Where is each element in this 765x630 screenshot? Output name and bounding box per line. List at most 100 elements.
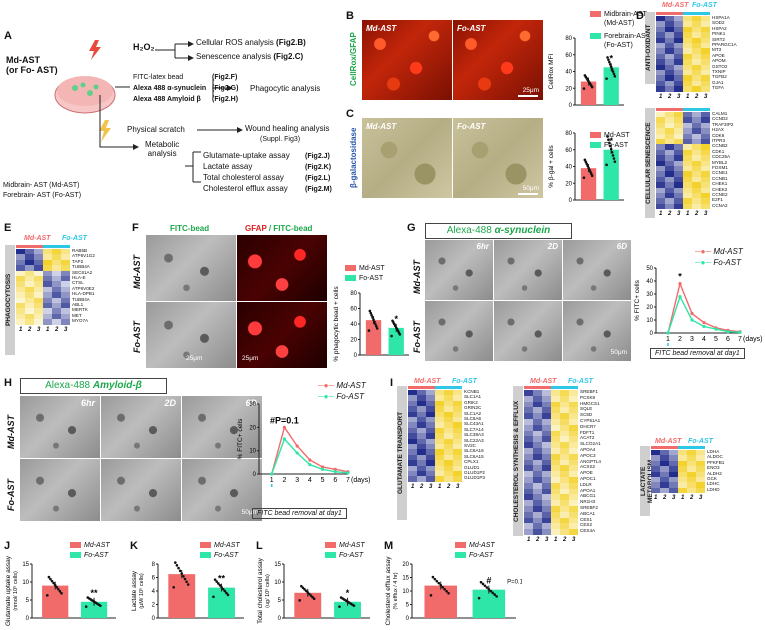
data-point	[60, 591, 63, 595]
gene-label: GJA1	[712, 79, 724, 85]
metabolic-assays: Glutamate-uptake assay Lactate assay Tot…	[203, 151, 290, 193]
heatmap-cell	[542, 390, 551, 396]
heatmap-cell	[692, 203, 701, 210]
gene-label: CES2	[580, 522, 593, 528]
heatmap-cell	[551, 436, 560, 443]
replicate-label: 3	[429, 483, 433, 490]
replicate-label: 2	[668, 93, 672, 100]
heatmap-cell	[665, 149, 674, 156]
gene-label: TUBB4A	[72, 296, 90, 302]
fitc-fo: 25μm	[146, 302, 236, 368]
heatmap-cell	[692, 122, 701, 129]
y-tick-label: 10	[249, 449, 256, 455]
chol-title: CHOLESTEROL SYNTHESIS & EFFLUX	[513, 386, 523, 536]
heatmap-cell	[692, 21, 701, 27]
row-md: Md-AST	[412, 260, 422, 295]
y-tick-label: 0	[253, 472, 257, 478]
heatmap-cell	[542, 517, 551, 524]
heatmap-cell	[444, 438, 453, 444]
heatmap-cell	[524, 424, 533, 431]
heatmap-cell	[408, 395, 417, 401]
data-point	[487, 587, 491, 591]
heatmap-cell	[453, 411, 462, 417]
phago-figs: (Fig2.F) (Fig2.G) (Fig2.H)	[212, 74, 239, 103]
scratch-label: Physical scratch	[127, 125, 185, 134]
heatmap-cell	[417, 454, 426, 461]
img-md-6hr: 6hr	[20, 396, 100, 458]
heatmap-cell	[692, 166, 701, 172]
heatmap-cell	[651, 477, 660, 483]
heatmap-cell	[524, 511, 533, 518]
gene-label: CYP51A1	[580, 418, 601, 423]
h2o2-arrows	[155, 41, 194, 61]
heatmap-cell	[701, 133, 710, 139]
lactate-chart: 0 2 4 6 8 Lactate assay (μM/ 10⁵ cells) **	[131, 561, 244, 622]
heatmap-cell	[61, 297, 70, 303]
heatmap-cell	[34, 276, 43, 282]
replicate-label: 1	[438, 483, 442, 490]
heatmap-cell	[533, 459, 542, 466]
data-point	[429, 594, 433, 597]
x-tick-label: 6	[726, 336, 730, 343]
heatmap-cell	[524, 488, 533, 495]
y-tick-label: 10	[646, 318, 653, 324]
data-point	[220, 585, 223, 589]
heatmap-cell	[533, 517, 542, 524]
y-tick-label: 10	[402, 589, 409, 595]
bar-md-ast	[294, 592, 322, 618]
heatmap-cell	[524, 413, 533, 419]
heatmap-cell	[669, 450, 678, 456]
heatmap-cell	[426, 433, 435, 439]
heatmap-cell	[551, 477, 560, 483]
series-point	[333, 467, 337, 471]
replicate-label: 1	[659, 211, 663, 218]
x-tick-label: 7	[346, 477, 350, 484]
gene-label: CDK1	[712, 148, 725, 154]
legend-md: ─●─ Md-AST	[695, 247, 743, 256]
heatmap-cell	[560, 424, 569, 431]
heatmap-cell	[542, 442, 551, 448]
data-point	[226, 593, 230, 597]
data-point	[439, 583, 443, 587]
h2o2-label: H₂O₂	[133, 42, 155, 52]
heatmap-cell	[674, 64, 683, 70]
data-point	[610, 67, 614, 71]
heatmap-cell	[683, 155, 692, 161]
significance-mark: *	[346, 588, 350, 598]
heatmap-cell	[692, 193, 701, 199]
legend-fo: Fo-AST	[70, 552, 108, 559]
data-point	[608, 144, 612, 148]
heatmap-cell	[551, 453, 560, 460]
heatmap-cell	[569, 401, 578, 408]
heatmap-cell	[417, 465, 426, 471]
heatmap-cell	[43, 313, 52, 320]
heatmap-cell	[683, 133, 692, 139]
data-point	[585, 162, 588, 166]
heatmap-cell	[43, 292, 52, 298]
heatmap-cell	[408, 406, 417, 412]
y-tick-label: 20	[565, 86, 572, 92]
gene-label: SLC6A16	[464, 448, 484, 454]
heatmap-cell	[524, 471, 533, 477]
heatmap-cell	[669, 471, 678, 477]
heatmap-cell	[16, 313, 25, 320]
data-point	[368, 309, 372, 313]
heatmap-cell	[524, 494, 533, 501]
heatmap-cell	[656, 70, 665, 76]
replicate-label: 3	[456, 483, 460, 490]
heatmap-cell	[16, 259, 25, 266]
heatmap-cell	[665, 171, 674, 177]
y-tick-label: 30	[249, 402, 256, 408]
heatmap-cell	[701, 160, 710, 166]
group-bar	[524, 386, 578, 389]
heatmap-cell	[665, 182, 674, 188]
y-tick-label: 40	[350, 322, 357, 328]
fitc-md	[146, 235, 236, 301]
heatmap-cell	[551, 506, 560, 512]
heatmap-cell	[701, 43, 710, 49]
gene-label: APOA4	[580, 447, 596, 452]
heatmap-cell	[524, 517, 533, 524]
data-point	[177, 566, 180, 570]
y-axis-label: % FITC+ cells	[237, 418, 244, 459]
bar-fo-ast	[603, 149, 619, 200]
